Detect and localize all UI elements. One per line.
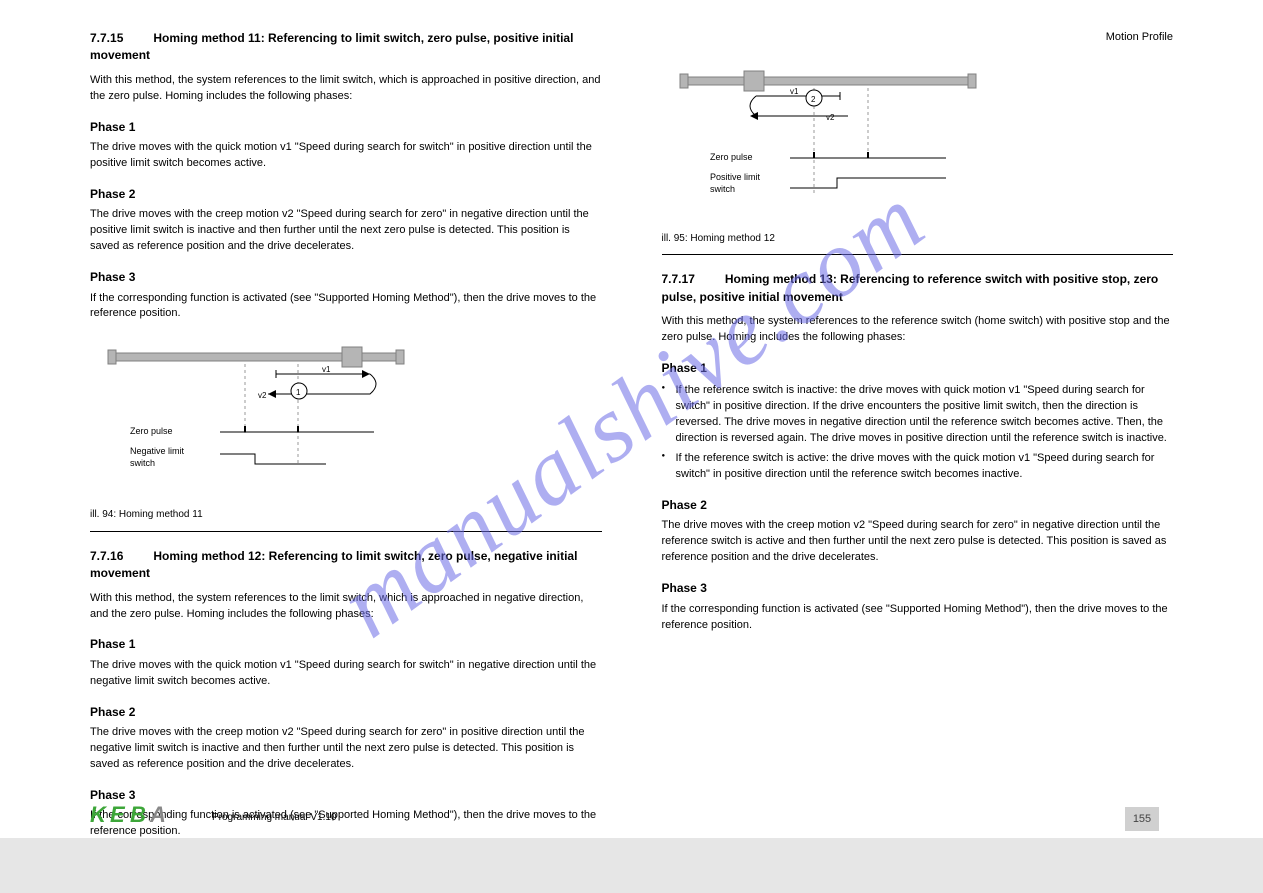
v2-label-r: v2	[826, 113, 835, 122]
v2-label: v2	[258, 391, 267, 400]
pos-limit-label-2: switch	[710, 184, 735, 194]
marker-1: 1	[296, 388, 301, 397]
c2-phase1-li2: If the reference switch is active: the d…	[662, 451, 1174, 483]
c2-phase2-h: Phase 2	[662, 497, 1174, 514]
figure-94-caption: ill. 94: Homing method 11	[90, 508, 602, 523]
c2-phase3-h: Phase 3	[662, 580, 1174, 597]
sub-phase1-p: The drive moves with the quick motion v1…	[90, 658, 602, 690]
section-number-3: 7.7.17	[662, 271, 722, 288]
figure-95: v1 2 v2 Zero pulse	[662, 60, 1174, 246]
phase1-heading: Phase 1	[90, 119, 602, 136]
phase1-text: The drive moves with the quick motion v1…	[90, 140, 602, 172]
phase2-heading: Phase 2	[90, 186, 602, 203]
figure-95-caption: ill. 95: Homing method 12	[662, 232, 1174, 247]
page-root: 7.7.15 Homing method 11: Referencing to …	[0, 0, 1263, 893]
v1-label: v1	[322, 365, 331, 374]
figure-94: v1 1 v2 Zero pulse Negative limit switch	[90, 336, 602, 522]
c2-phase3-p: If the corresponding function is activat…	[662, 602, 1174, 634]
marker-2: 2	[811, 95, 816, 104]
phase3-heading: Phase 3	[90, 269, 602, 286]
diagram-svg-95: v1 2 v2 Zero pulse	[662, 60, 992, 220]
sub-phase2-p: The drive moves with the creep motion v2…	[90, 725, 602, 773]
section-heading-2: 7.7.16 Homing method 12: Referencing to …	[90, 548, 602, 583]
section-heading-3: 7.7.17 Homing method 13: Referencing to …	[662, 271, 1174, 306]
section-title: Homing method 11: Referencing to limit s…	[90, 31, 573, 62]
zero-pulse-label: Zero pulse	[130, 426, 173, 436]
page-topic: Motion Profile	[662, 30, 1174, 46]
bottom-bar	[0, 838, 1263, 893]
diagram-svg-94: v1 1 v2 Zero pulse Negative limit switch	[90, 336, 420, 496]
section-heading: 7.7.15 Homing method 11: Referencing to …	[90, 30, 602, 65]
right-column: Motion Profile v1	[662, 30, 1174, 846]
section-title-2: Homing method 12: Referencing to limit s…	[90, 549, 577, 580]
zero-pulse-label-r: Zero pulse	[710, 152, 753, 162]
sub-intro: With this method, the system references …	[90, 591, 602, 623]
c2-phase1-list: If the reference switch is inactive: the…	[662, 383, 1174, 483]
section-number-2: 7.7.16	[90, 548, 150, 565]
left-column: 7.7.15 Homing method 11: Referencing to …	[90, 30, 602, 846]
intro-paragraph: With this method, the system references …	[90, 73, 602, 105]
phase2-text: The drive moves with the creep motion v2…	[90, 207, 602, 255]
phase3-text: If the corresponding function is activat…	[90, 291, 602, 323]
sub-phase2-h: Phase 2	[90, 704, 602, 721]
col2-intro: With this method, the system references …	[662, 314, 1174, 346]
two-column-layout: 7.7.15 Homing method 11: Referencing to …	[90, 30, 1173, 846]
c2-phase1-li1: If the reference switch is inactive: the…	[662, 383, 1174, 447]
section-title-3: Homing method 13: Referencing to referen…	[662, 272, 1159, 303]
c2-phase1-h: Phase 1	[662, 360, 1174, 377]
sub-phase1-h: Phase 1	[90, 636, 602, 653]
neg-limit-label-2: switch	[130, 458, 155, 468]
neg-limit-label-1: Negative limit	[130, 446, 185, 456]
c2-phase2-p: The drive moves with the creep motion v2…	[662, 518, 1174, 566]
separator-1	[90, 531, 602, 532]
section-number: 7.7.15	[90, 30, 150, 47]
separator-2	[662, 254, 1174, 255]
pos-limit-label-1: Positive limit	[710, 172, 761, 182]
v1-label-r: v1	[790, 87, 799, 96]
prefooter-strip	[0, 798, 1263, 838]
